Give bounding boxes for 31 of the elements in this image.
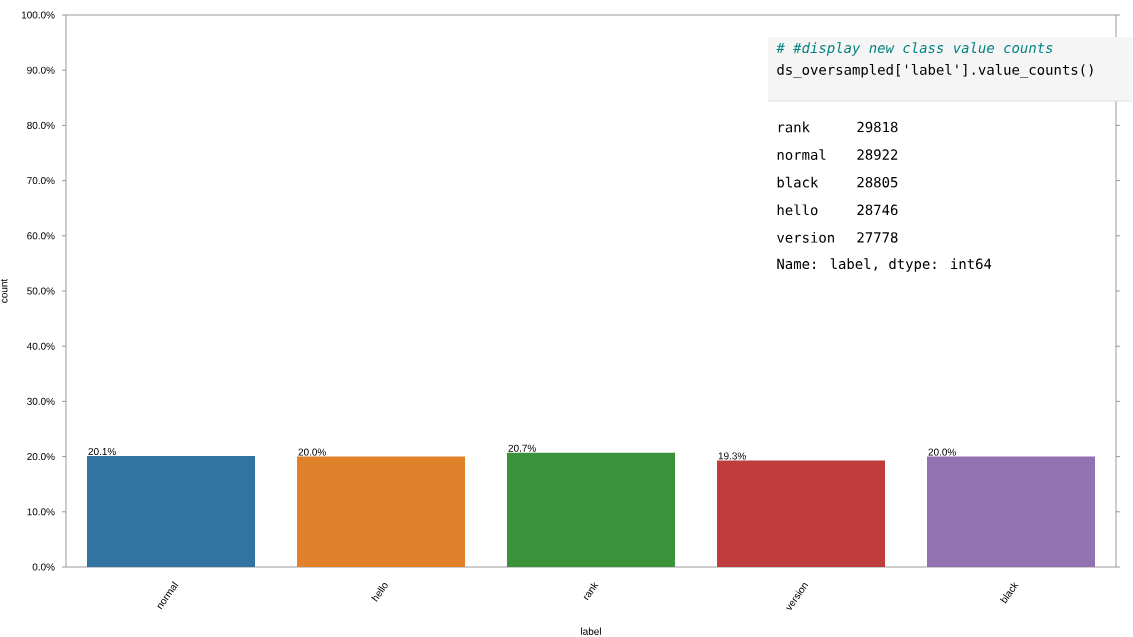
x-axis-title: label [581,627,601,635]
annotation: 28746 [857,204,898,216]
annotation: # #display new class value counts [776,42,1053,56]
y-tick-label: 80.0% [27,121,55,129]
y-tick-label: 10.0% [27,508,55,516]
data-label: 20.0% [298,448,326,456]
annotation: 27778 [857,232,898,243]
annotation: rank [778,121,810,133]
annotation: version [777,232,834,243]
data-label: 19.3% [718,452,746,460]
y-tick-label: 50.0% [27,287,55,295]
data-label: 20.1% [88,447,116,456]
annotation: 28922 [857,149,898,160]
annotation: hello [777,204,818,216]
y-tick-label: 30.0% [27,397,55,405]
annotation: Name: label, dtype: int64 [777,258,992,272]
y-tick-label: 20.0% [27,453,55,461]
y-tick-label: 100.0% [21,11,55,19]
annotation: normal [777,149,826,161]
annotation: black [777,176,819,188]
data-label: 20.7% [508,444,536,452]
y-tick-label: 40.0% [26,342,55,350]
y-tick-label: 70.0% [27,177,55,185]
y-tick-label: 0.0% [32,563,55,571]
y-tick-label: 60.0% [27,232,55,240]
annotation: 29818 [857,121,898,133]
annotation: 28805 [857,176,898,188]
annotation: ds_oversampled['label'].value_counts() [777,64,1093,78]
y-tick-label: 90.0% [27,66,55,74]
data-label: 20.0% [928,448,956,456]
y-axis-title: count [0,278,8,303]
